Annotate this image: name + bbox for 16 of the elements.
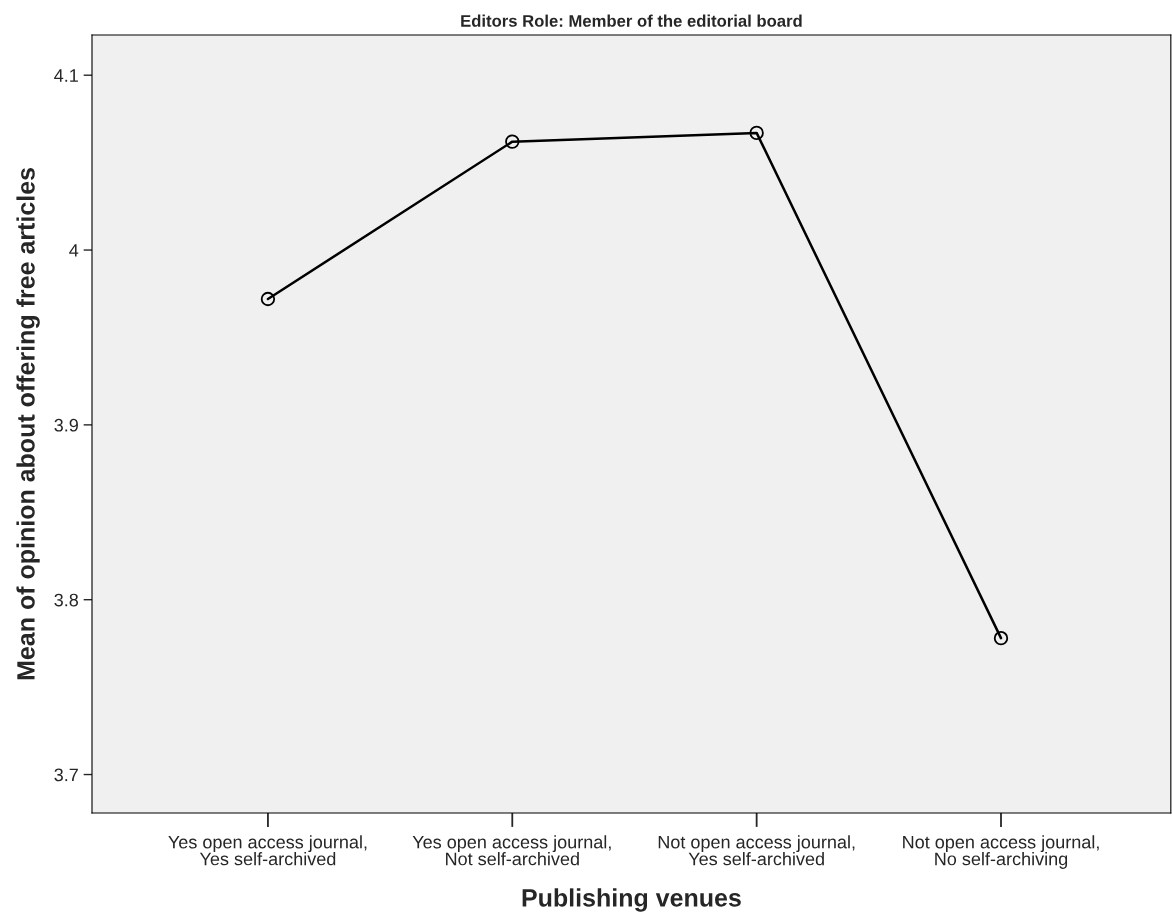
y-tick-label: 3.7 (54, 768, 78, 782)
point (505, 134, 520, 149)
y-tick-label: 4.1 (54, 69, 78, 82)
y-tick-label: 3.9 (54, 418, 78, 432)
point (993, 631, 1009, 646)
y-tick-label: 4 (69, 244, 79, 257)
chart-title: Editors Role: Member of the editorial board (461, 14, 802, 27)
y-axis-title: Mean of opinion about offering free articles (16, 168, 40, 680)
x-tick-label: Yes open access journal, Not self-archived (412, 835, 611, 866)
x-tick-label: Not open access journal, Yes self-archived (658, 835, 855, 866)
x-tick-label: Yes open access journal, Yes self-archived (168, 835, 367, 866)
x-tick-label: Not open access journal, No self-archiving (903, 835, 1099, 869)
point (260, 291, 276, 307)
point (749, 125, 764, 141)
y-tick-label: 3.8 (54, 593, 79, 607)
x-axis-title: Publishing venues (522, 888, 741, 912)
